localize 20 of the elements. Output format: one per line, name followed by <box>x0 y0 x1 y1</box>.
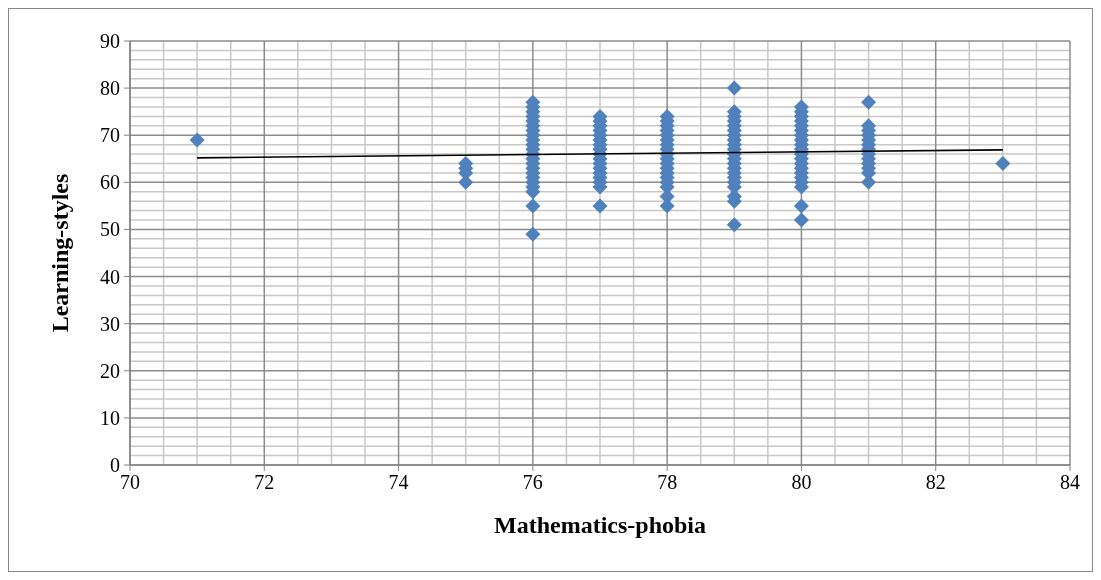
y-tick-label: 90 <box>100 30 120 52</box>
x-tick-label: 76 <box>522 471 543 493</box>
x-tick-label: 72 <box>254 471 275 493</box>
y-tick-label: 30 <box>100 312 120 335</box>
x-tick-label: 74 <box>388 471 409 493</box>
x-tick-label: 78 <box>657 471 678 493</box>
y-tick-label: 40 <box>100 265 120 288</box>
x-tick-label: 84 <box>1060 471 1080 493</box>
y-tick-label: 10 <box>100 406 120 429</box>
x-tick-label: 70 <box>120 471 140 493</box>
y-tick-label: 70 <box>100 124 120 147</box>
y-tick-label: 50 <box>100 218 120 241</box>
y-tick-label: 20 <box>100 359 120 382</box>
y-tick-label: 60 <box>100 171 120 194</box>
x-tick-label: 80 <box>791 471 812 493</box>
x-axis-title: Mathematics-phobia <box>494 512 706 538</box>
y-tick-label: 80 <box>100 77 120 100</box>
y-tick-label: 0 <box>110 454 120 476</box>
y-axis-title: Learning-styles <box>47 173 73 333</box>
x-tick-label: 82 <box>925 471 946 493</box>
